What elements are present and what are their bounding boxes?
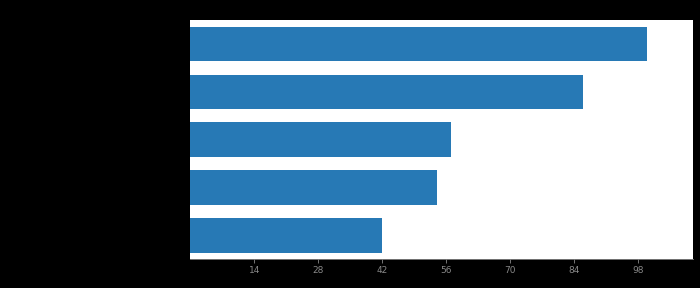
Bar [190,75,583,109]
Bar [190,122,451,157]
Bar [190,218,382,253]
Bar [190,170,437,205]
Bar [190,27,648,61]
